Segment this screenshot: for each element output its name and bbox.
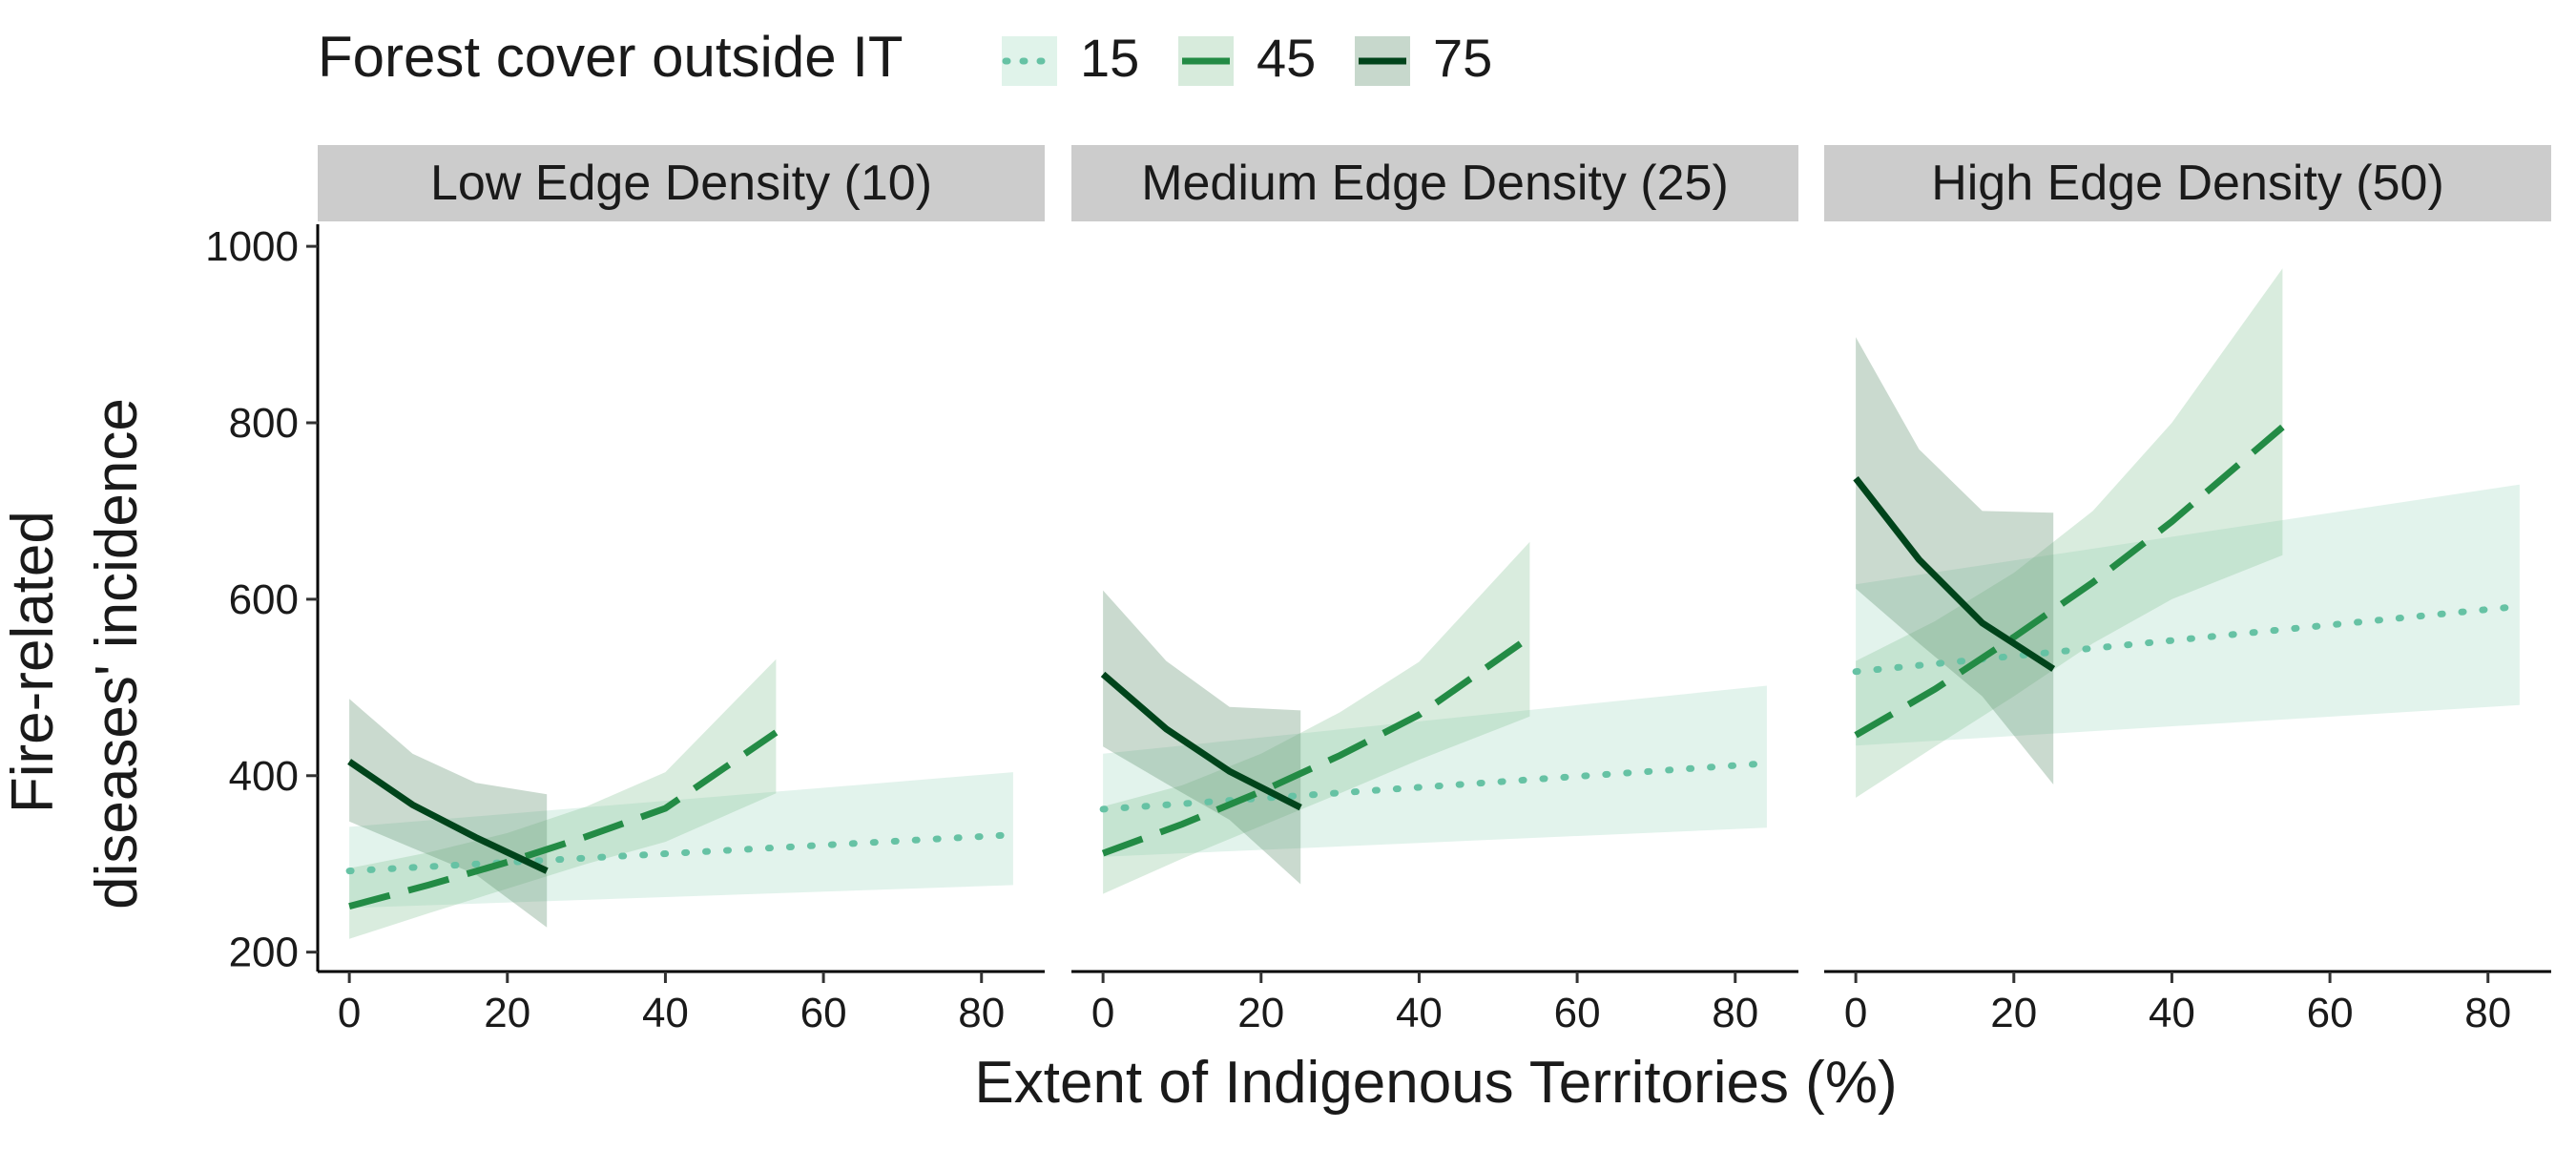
ribbon-15: [1856, 484, 2520, 746]
panel-title: Medium Edge Density (25): [1141, 156, 1729, 211]
x-tick-label: 40: [2149, 990, 2195, 1036]
ribbon-75: [349, 699, 548, 928]
legend-title: Forest cover outside IT: [318, 25, 904, 89]
y-axis-label: Fire-related diseases' incidence: [0, 398, 150, 910]
x-tick-label: 0: [1844, 990, 1867, 1036]
legend-label-15: 15: [1080, 28, 1139, 88]
ribbon-75: [1103, 590, 1301, 885]
panel-2: Medium Edge Density (25): [1071, 145, 1798, 894]
legend-key-15: [1002, 36, 1057, 86]
x-tick-label: 80: [958, 990, 1005, 1036]
x-tick-label: 0: [1091, 990, 1114, 1036]
x-tick-label: 40: [1396, 990, 1443, 1036]
series-line-75: [1100, 671, 1302, 811]
ribbon-45: [349, 659, 777, 939]
x-tick-label: 80: [2464, 990, 2511, 1036]
x-tick-label: 0: [338, 990, 361, 1036]
series-line-45: [1854, 424, 2285, 739]
ribbon-15: [349, 772, 1013, 909]
panels: Low Edge Density (10) Medium Edge Density…: [318, 145, 2551, 939]
x-tick-label: 20: [1990, 990, 2037, 1036]
legend-label-75: 75: [1433, 28, 1492, 88]
series-line-15: [1099, 760, 1771, 813]
panel-title: High Edge Density (50): [1931, 156, 2444, 211]
panel-title: Low Edge Density (10): [430, 156, 932, 211]
x-tick-label: 80: [1712, 990, 1758, 1036]
panel-strip: [1071, 145, 1798, 221]
legend-label-45: 45: [1257, 28, 1316, 88]
x-tick-label: 60: [800, 990, 847, 1036]
x-axis-label: Extent of Indigenous Territories (%): [974, 1050, 1897, 1116]
axes: 0 20 40 60 80 0 20 40 60 80 0 20 40 60 802004006008001…: [205, 223, 2551, 1036]
y-axis-label-line-2: diseases' incidence: [84, 398, 150, 910]
series-line-15: [1852, 602, 2524, 676]
series-line-45: [1101, 634, 1532, 857]
x-tick-label: 20: [1237, 990, 1284, 1036]
y-tick-label: 600: [229, 576, 299, 623]
series-line-45: [348, 729, 779, 910]
y-axis-label-line-1: Fire-related: [0, 511, 66, 813]
legend: Forest cover outside IT 15 45 75: [318, 25, 1492, 89]
y-tick-label: 400: [229, 753, 299, 800]
panel-strip: [318, 145, 1045, 221]
panel-3: High Edge Density (50): [1824, 145, 2551, 798]
y-tick-label: 1000: [205, 223, 299, 270]
x-tick-label: 40: [642, 990, 689, 1036]
ribbon-45: [1103, 541, 1530, 894]
series-line-75: [347, 759, 549, 874]
ribbon-15: [1103, 685, 1767, 857]
panel-1: Low Edge Density (10): [318, 145, 1045, 939]
x-tick-label: 60: [1554, 990, 1601, 1036]
x-tick-label: 20: [484, 990, 530, 1036]
panel-strip: [1824, 145, 2551, 221]
ribbon-45: [1856, 268, 2283, 798]
y-tick-label: 800: [229, 400, 299, 447]
ribbon-75: [1856, 337, 2054, 784]
x-tick-label: 60: [2307, 990, 2354, 1036]
series-line-75: [1853, 476, 2056, 672]
y-tick-label: 200: [229, 930, 299, 976]
